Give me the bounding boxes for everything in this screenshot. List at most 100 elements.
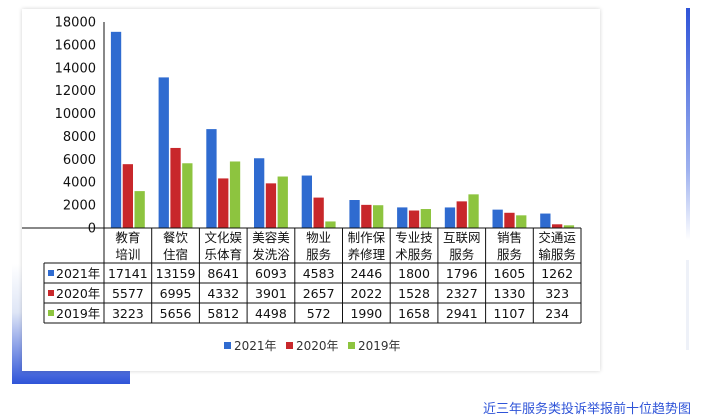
data-label-0-5: 2446 [350,266,382,281]
bar-0-4 [301,175,312,228]
data-label-0-7: 1796 [446,266,478,281]
y-tick-label-0: 0 [88,222,96,237]
data-label-0-9: 1262 [541,266,573,281]
x-tick-label-3-0: 美容美 [252,230,290,245]
bar-2-8 [516,215,527,228]
decorative-bar-right-faint [686,260,689,350]
x-tick-label-5-1: 养修理 [348,247,386,262]
bar-2-7 [468,194,479,228]
bar-2-0 [134,191,145,228]
bar-0-1 [158,77,169,228]
bar-1-1 [170,147,181,228]
x-tick-label-6-1: 术服务 [395,247,433,262]
y-tick-label-16000: 16000 [55,38,96,53]
bar-1-3 [265,183,277,228]
x-tick-label-9-0: 交通运 [538,230,576,245]
bar-0-0 [110,31,122,228]
data-label-2-5: 1990 [350,306,382,321]
data-label-1-1: 6995 [160,286,192,301]
data-label-2-9: 234 [545,306,569,321]
data-label-1-2: 4332 [207,286,239,301]
y-tick-label-4000: 4000 [63,176,96,191]
x-tick-label-8-0: 销售 [497,230,522,245]
legend-label-1: 2020年 [296,339,339,353]
data-label-1-0: 5577 [112,286,144,301]
data-label-1-9: 323 [545,286,569,301]
x-tick-label-2-1: 乐体育 [204,247,242,262]
data-label-1-8: 1330 [494,286,526,301]
x-tick-label-7-1: 服务 [449,247,474,262]
bar-2-6 [420,209,431,228]
bar-0-5 [349,200,360,228]
legend-label-2: 2019年 [358,339,401,353]
data-label-2-4: 572 [307,306,331,321]
bar-2-4 [325,221,336,228]
data-label-0-2: 8641 [207,266,239,281]
bar-2-9 [563,225,575,228]
x-tick-label-4-1: 服务 [306,247,331,262]
data-label-1-3: 3901 [255,286,287,301]
bar-2-3 [277,176,288,228]
table-key-0 [48,270,54,276]
x-tick-label-8-1: 服务 [497,247,522,262]
data-label-0-6: 1800 [398,266,430,281]
bar-2-1 [182,163,193,228]
data-label-2-1: 5656 [160,306,192,321]
x-tick-label-9-1: 输服务 [538,247,576,262]
y-tick-label-10000: 10000 [55,107,96,122]
y-tick-label-14000: 14000 [55,61,96,76]
x-tick-label-7-0: 互联网 [443,230,481,245]
chart-panel: 0 2000 4000 6000 8000 10000 12000 14000 16000 180… [22,9,600,371]
bar-0-9 [540,213,551,228]
bar-1-5 [361,204,372,228]
x-tick-label-4-0: 物业 [306,230,331,245]
x-tick-label-2-0: 文化娱 [204,230,242,245]
data-label-0-8: 1605 [494,266,526,281]
y-tick-label-12000: 12000 [55,84,96,99]
x-tick-label-1-1: 住宿 [163,247,188,262]
x-tick-label-3-1: 发洗浴 [252,247,290,262]
table-series-name-2: 2019年 [56,306,100,321]
data-label-0-0: 17141 [108,266,148,281]
x-tick-label-5-0: 制作保 [348,230,386,245]
data-label-0-1: 13159 [156,266,196,281]
legend-swatch-0 [224,342,231,349]
bar-1-6 [408,210,420,228]
bar-chart: 0 2000 4000 6000 8000 10000 12000 14000 16000 180… [22,16,582,353]
data-label-2-3: 4498 [255,306,287,321]
data-label-1-4: 2657 [303,286,335,301]
data-label-1-5: 2022 [350,286,382,301]
y-tick-label-6000: 6000 [63,153,96,168]
bar-0-6 [397,207,408,228]
y-tick-label-2000: 2000 [63,199,96,214]
x-tick-label-6-0: 专业技 [395,230,433,245]
x-tick-label-0-0: 教育 [115,230,140,245]
bar-1-2 [218,178,229,228]
figure-caption[interactable]: 近三年服务类投诉举报前十位趋势图 [482,402,691,417]
bar-1-4 [313,197,324,228]
bar-1-7 [456,201,467,228]
data-label-2-8: 1107 [494,306,526,321]
bar-0-7 [444,207,456,228]
data-label-2-7: 2941 [446,306,478,321]
data-label-1-7: 2327 [446,286,478,301]
bar-0-3 [254,158,265,228]
y-tick-label-8000: 8000 [63,130,96,145]
data-label-2-6: 1658 [398,306,430,321]
x-tick-label-1-0: 餐饮 [163,230,189,245]
data-label-0-4: 4583 [303,266,335,281]
table-key-2 [48,310,54,316]
table-series-name-0: 2021年 [56,266,100,281]
data-label-1-6: 1528 [398,286,430,301]
decorative-bar-right [686,8,690,240]
bar-1-8 [504,212,515,228]
bar-2-5 [373,205,384,228]
legend-swatch-1 [286,342,293,349]
bar-2-2 [229,161,241,228]
legend-label-0: 2021年 [234,339,277,353]
y-tick-label-18000: 18000 [55,16,96,31]
bar-0-2 [206,129,217,228]
x-tick-label-0-1: 培训 [115,247,140,262]
table-key-1 [48,290,54,296]
table-series-name-1: 2020年 [56,286,100,301]
